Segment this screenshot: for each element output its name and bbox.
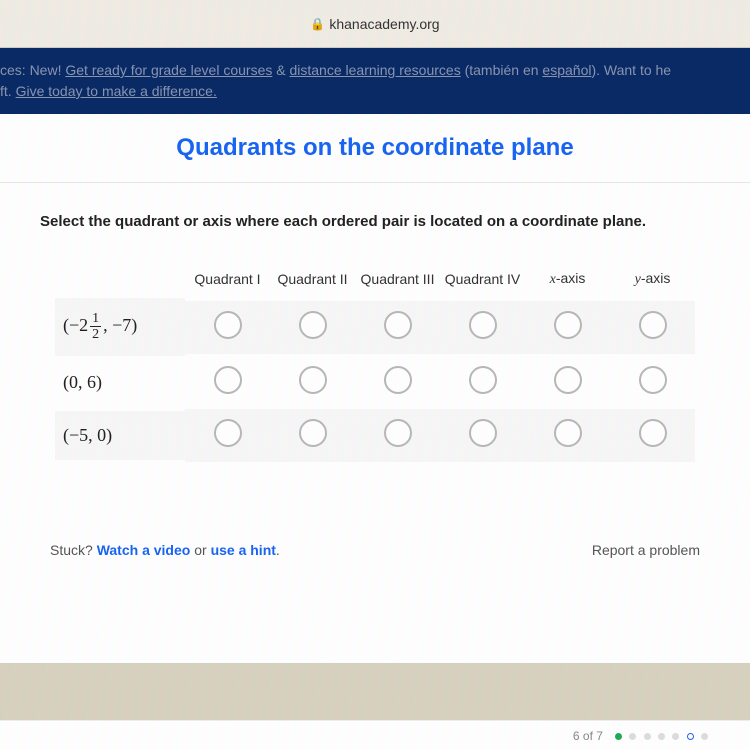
radio-r2-x[interactable] <box>554 366 582 394</box>
col-header-q4: Quadrant IV <box>440 261 525 297</box>
watch-video-link[interactable]: Watch a video <box>97 542 191 558</box>
dot-icon <box>687 733 694 740</box>
col-header-xaxis: x-axis <box>525 260 610 298</box>
exercise-content: Select the quadrant or axis where each o… <box>0 183 750 663</box>
exercise-footer: Stuck? Watch a video or use a hint. Repo… <box>40 542 710 558</box>
radio-r1-x[interactable] <box>554 311 582 339</box>
radio-r2-q1[interactable] <box>214 366 242 394</box>
radio-r1-y[interactable] <box>639 311 667 339</box>
stuck-prompt: Stuck? Watch a video or use a hint. <box>50 542 280 558</box>
radio-r2-q2[interactable] <box>299 366 327 394</box>
dot-icon <box>701 733 708 740</box>
radio-r3-q1[interactable] <box>214 419 242 447</box>
col-header-q2: Quadrant II <box>270 261 355 297</box>
use-hint-link[interactable]: use a hint <box>211 542 276 558</box>
page-title-bar: Quadrants on the coordinate plane <box>0 114 750 183</box>
banner-link-resources[interactable]: distance learning resources <box>289 62 460 78</box>
progress-text: 6 of 7 <box>573 729 603 743</box>
announcement-banner: ces: New! Get ready for grade level cour… <box>0 48 750 114</box>
report-problem-link[interactable]: Report a problem <box>592 542 700 558</box>
radio-r2-q4[interactable] <box>469 366 497 394</box>
browser-address-bar: 🔒 khanacademy.org <box>0 0 750 48</box>
banner-link-espanol[interactable]: español <box>542 62 591 78</box>
radio-r1-q4[interactable] <box>469 311 497 339</box>
radio-r1-q2[interactable] <box>299 311 327 339</box>
dot-icon <box>644 733 651 740</box>
dot-icon <box>629 733 636 740</box>
row-label-2: (0, 6) <box>55 358 185 407</box>
instruction-text: Select the quadrant or axis where each o… <box>40 213 710 230</box>
radio-r2-y[interactable] <box>639 366 667 394</box>
radio-r1-q3[interactable] <box>384 311 412 339</box>
progress-bar: 6 of 7 <box>0 720 750 750</box>
url-text: khanacademy.org <box>329 16 439 32</box>
col-header-q3: Quadrant III <box>355 261 440 297</box>
lock-icon: 🔒 <box>310 17 325 31</box>
radio-r3-x[interactable] <box>554 419 582 447</box>
progress-dots <box>613 729 710 743</box>
page-title: Quadrants on the coordinate plane <box>0 134 750 162</box>
dot-icon <box>672 733 679 740</box>
dot-icon <box>658 733 665 740</box>
col-header-yaxis: y-axis <box>610 260 695 298</box>
row-label-1: (−212, −7) <box>55 298 185 356</box>
answer-grid: Quadrant I Quadrant II Quadrant III Quad… <box>55 260 695 462</box>
radio-r2-q3[interactable] <box>384 366 412 394</box>
col-header-q1: Quadrant I <box>185 261 270 297</box>
radio-r3-q3[interactable] <box>384 419 412 447</box>
banner-link-courses[interactable]: Get ready for grade level courses <box>65 62 272 78</box>
dot-icon <box>615 733 622 740</box>
radio-r1-q1[interactable] <box>214 311 242 339</box>
radio-r3-q4[interactable] <box>469 419 497 447</box>
radio-r3-y[interactable] <box>639 419 667 447</box>
banner-link-give[interactable]: Give today to make a difference. <box>16 83 217 99</box>
row-label-3: (−5, 0) <box>55 411 185 460</box>
radio-r3-q2[interactable] <box>299 419 327 447</box>
